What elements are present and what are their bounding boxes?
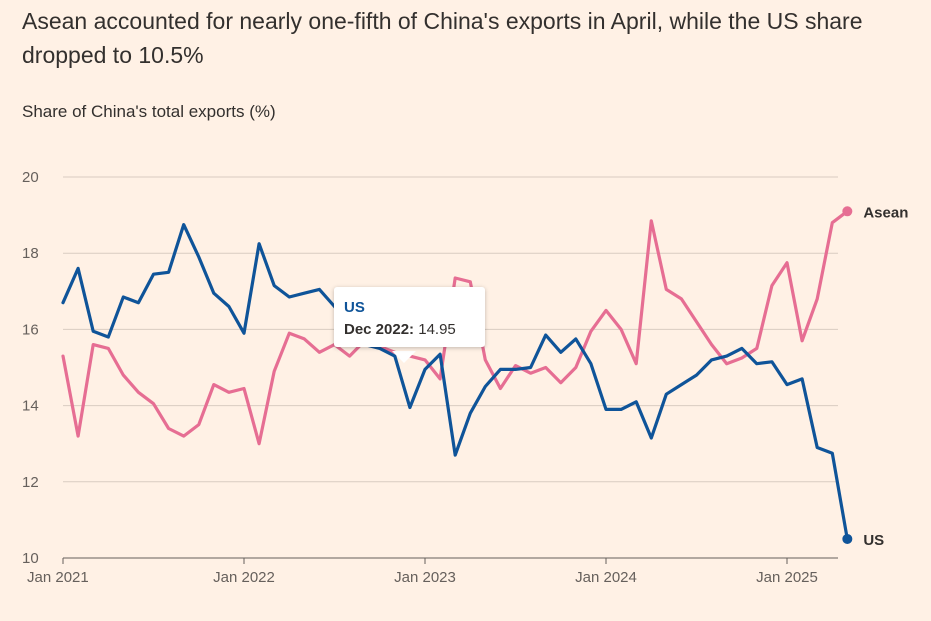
- x-tick-label: Jan 2021: [27, 569, 89, 586]
- tooltip-date: Dec 2022:: [344, 321, 415, 338]
- series-lines: [61, 206, 853, 544]
- series-label-us: US: [863, 532, 884, 549]
- series-end-dot-us: [842, 533, 853, 544]
- y-tick-label: 14: [22, 398, 39, 415]
- chart-title: Asean accounted for nearly one-fifth of …: [22, 8, 863, 68]
- x-tick-label: Jan 2024: [575, 569, 637, 586]
- y-tick-label: 12: [22, 474, 39, 491]
- y-tick-label: 10: [22, 550, 39, 567]
- series-label-asean: Asean: [863, 204, 908, 221]
- series-labels: Asean US: [863, 204, 908, 549]
- series-line-us: [61, 223, 849, 541]
- tooltip-series: US: [344, 299, 365, 316]
- y-tick-label: 20: [22, 169, 39, 186]
- y-tick-label: 18: [22, 245, 39, 262]
- tooltip-arrow: [392, 351, 416, 363]
- y-tick-label: 16: [22, 321, 39, 338]
- series-end-dot-asean: [842, 206, 853, 217]
- x-tick-label: Jan 2023: [394, 569, 456, 586]
- chart-subtitle: Share of China's total exports (%): [22, 102, 276, 121]
- x-axis: Jan 2021 Jan 2022 Jan 2023 Jan 2024 Jan 2025: [27, 557, 838, 586]
- tooltip: US Dec 2022: 14.95: [334, 287, 485, 347]
- y-axis-ticks: 10 12 14 16 18 20: [22, 169, 39, 567]
- tooltip-value: 14.95: [418, 321, 456, 338]
- series-line-asean: [61, 209, 849, 446]
- x-tick-label: Jan 2022: [213, 569, 275, 586]
- x-tick-label: Jan 2025: [756, 569, 818, 586]
